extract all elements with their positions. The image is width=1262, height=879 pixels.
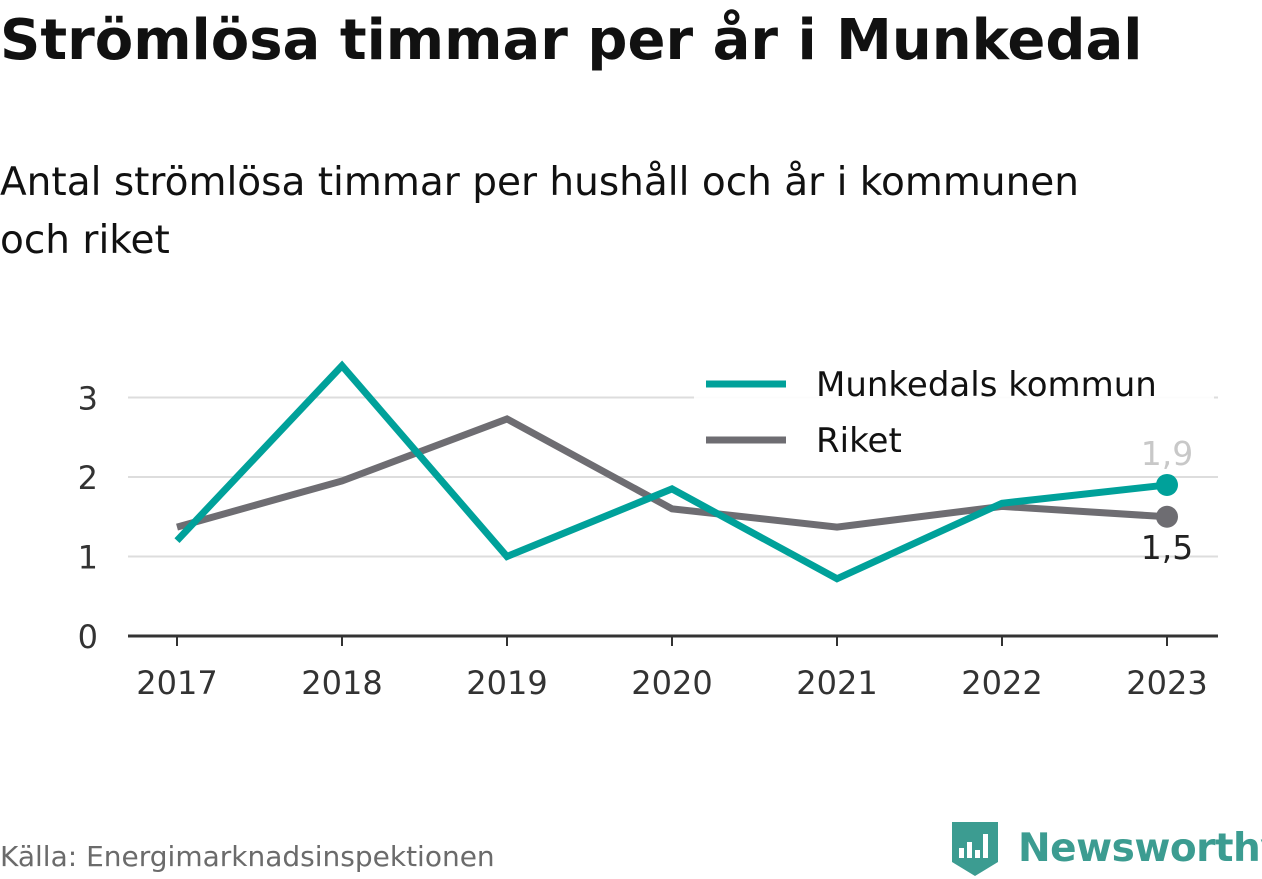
- end-marker: [1156, 473, 1178, 496]
- series-line-munkedal: [174, 360, 1168, 583]
- chart-title: Strömlösa timmar per år i Munkedal: [0, 8, 1143, 73]
- legend-label[interactable]: Riket: [816, 421, 902, 461]
- legend: Munkedals kommun Riket: [694, 362, 1214, 474]
- end-marker: [1156, 505, 1178, 528]
- x-tick-label: 2021: [796, 664, 877, 702]
- end-value-label: 1,9: [1141, 434, 1193, 473]
- y-tick-label: 0: [78, 618, 98, 656]
- y-tick-label: 2: [78, 459, 98, 497]
- y-tick-label: 3: [78, 380, 98, 418]
- legend-label[interactable]: Munkedals kommun: [816, 365, 1157, 405]
- newsworthy-logo[interactable]: Newsworthy: [950, 818, 1262, 878]
- x-axis-ticks: 2017 2018 2019 2020 2021 2022 2023: [136, 636, 1208, 702]
- chart-subtitle-line-1: Antal strömlösa timmar per hushåll och å…: [0, 160, 1079, 205]
- logo-text: Newsworthy: [1018, 825, 1262, 871]
- bar-chart-shield-icon: [952, 822, 998, 876]
- x-tick-label: 2022: [961, 664, 1042, 702]
- y-axis-ticks: 0 1 2 3: [78, 380, 98, 657]
- x-tick-label: 2019: [466, 664, 547, 702]
- x-tick-label: 2017: [136, 664, 217, 702]
- x-tick-label: 2023: [1126, 664, 1207, 702]
- end-labels: 1,9 1,5: [1141, 434, 1193, 567]
- series-lines: [174, 360, 1168, 583]
- x-tick-label: 2018: [301, 664, 382, 702]
- x-tick-label: 2020: [631, 664, 712, 702]
- chart-subtitle-line-2: och riket: [0, 218, 170, 263]
- end-value-label: 1,5: [1141, 528, 1193, 567]
- y-tick-label: 1: [78, 539, 98, 577]
- chart-subtitle: Antal strömlösa timmar per hushåll och å…: [0, 154, 1240, 270]
- source-note: Källa: Energimarknadsinspektionen: [0, 840, 495, 873]
